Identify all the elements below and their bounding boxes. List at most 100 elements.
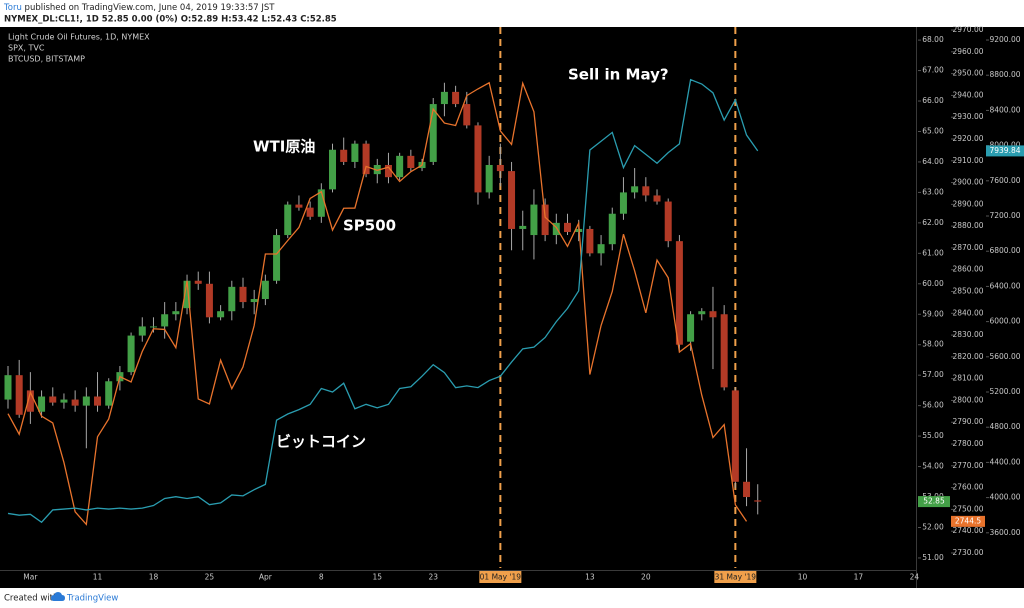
candle-body: [362, 143, 370, 175]
y-tick-label: 2850.00: [952, 287, 983, 296]
y-tick-label: 2940.00: [952, 90, 983, 99]
y-tick-label: 2740.00: [952, 526, 983, 535]
y-tick-label: 2960.00: [952, 47, 983, 56]
candle-body: [149, 326, 157, 328]
plot: 51.0052.0053.0054.0055.0056.0057.0058.00…: [4, 25, 1021, 583]
candle-body: [743, 481, 751, 498]
candle-body: [284, 204, 292, 236]
candle-body: [94, 396, 102, 406]
y-tick-label: 59.00: [922, 309, 944, 318]
x-tick-label: 01 May '19: [480, 573, 522, 582]
y-tick-label: 61.00: [922, 248, 944, 257]
y-tick-label: 8400.00: [989, 105, 1020, 114]
y-tick-label: 67.00: [922, 66, 944, 75]
candle-body: [597, 244, 605, 254]
brand-logo[interactable]: TradingView: [51, 592, 118, 604]
y-tick-label: 2820.00: [952, 352, 983, 361]
candle-body: [653, 195, 661, 202]
x-tick-label: 25: [205, 573, 215, 582]
author[interactable]: Toru: [3, 3, 22, 13]
annotation: SP500: [343, 217, 396, 235]
candle-body: [161, 314, 169, 327]
published: published on TradingView.com, June 04, 2…: [22, 3, 275, 13]
candle-body: [508, 171, 516, 229]
y-tick-label: 2750.00: [952, 504, 983, 513]
candle-body: [329, 149, 337, 190]
x-tick-label: 13: [585, 573, 595, 582]
x-tick-label: 10: [798, 573, 808, 582]
last-value-label: 7939.84: [989, 146, 1020, 155]
candle-body: [351, 143, 359, 162]
x-tick-label: 18: [149, 573, 159, 582]
candle-body: [642, 186, 650, 196]
candle-body: [60, 399, 68, 403]
y-tick-label: 65.00: [922, 126, 944, 135]
candle-body: [340, 149, 348, 162]
y-tick-label: 2890.00: [952, 199, 983, 208]
candle-body: [239, 286, 247, 303]
brand[interactable]: TradingView: [66, 594, 118, 604]
y-tick-label: 57.00: [922, 370, 944, 379]
quote: NYMEX_DL:CL1!, 1D 52.85 0.00 (0%) O:52.8…: [4, 15, 337, 25]
candle-body: [619, 192, 627, 214]
candle-body: [138, 326, 146, 336]
y-tick-label: 4000.00: [989, 493, 1020, 502]
candle-body: [295, 204, 303, 208]
x-tick-label: 24: [910, 573, 920, 582]
candle-body: [720, 314, 728, 388]
y-tick-label: 54.00: [922, 462, 944, 471]
y-tick-label: 2810.00: [952, 374, 983, 383]
y-tick-label: 5600.00: [989, 352, 1020, 361]
y-tick-label: 3600.00: [989, 528, 1020, 537]
x-tick-label: 20: [641, 573, 651, 582]
chart-background: [0, 27, 1024, 588]
candle-body: [127, 335, 135, 373]
header-line: Toru published on TradingView.com, June …: [3, 3, 275, 13]
last-value-badge: [986, 145, 1024, 157]
candle-body: [306, 207, 314, 217]
candle-body: [709, 311, 717, 318]
candle-body: [698, 311, 706, 315]
x-tick-label-bg: [714, 571, 757, 583]
y-tick-label: 4800.00: [989, 422, 1020, 431]
candle-body: [463, 104, 471, 126]
y-tick-label: 6000.00: [989, 317, 1020, 326]
y-tick-label: 2920.00: [952, 134, 983, 143]
y-tick-label: 2780.00: [952, 439, 983, 448]
y-tick-label: 7600.00: [989, 176, 1020, 185]
annotation: ビットコイン: [276, 433, 366, 451]
candle-body: [4, 375, 12, 400]
y-tick-label: 2840.00: [952, 308, 983, 317]
candle-body: [183, 280, 191, 309]
candle-body: [429, 104, 437, 162]
candle-body: [552, 222, 560, 236]
candle-body: [664, 201, 672, 242]
candle-body: [608, 213, 616, 245]
y-tick-label: 8800.00: [989, 70, 1020, 79]
footer-text: Created with: [4, 594, 58, 604]
candle-body: [474, 125, 482, 193]
candle-body: [485, 164, 493, 193]
x-tick-label: Apr: [259, 573, 273, 582]
line-series: [7, 80, 748, 526]
y-tick-label: 9200.00: [989, 35, 1020, 44]
candle-body: [731, 390, 739, 482]
y-tick-label: 2880.00: [952, 221, 983, 230]
candle-body: [194, 280, 202, 284]
last-value-badge: [951, 515, 985, 527]
line-series: [7, 78, 759, 524]
y-tick-label: 52.00: [922, 522, 944, 531]
y-tick-label: 7200.00: [989, 211, 1020, 220]
x-tick-label: 17: [854, 573, 864, 582]
candle-body: [396, 155, 404, 178]
candle-body: [250, 299, 258, 303]
y-tick-label: 2860.00: [952, 265, 983, 274]
last-value-label: 52.85: [923, 497, 945, 506]
x-tick-label-bg: [479, 571, 522, 583]
candle-body: [26, 390, 34, 412]
x-tick-label: 11: [93, 573, 103, 582]
y-tick-label: 2950.00: [952, 69, 983, 78]
candle-body: [105, 381, 113, 406]
y-tick-label: 62.00: [922, 218, 944, 227]
